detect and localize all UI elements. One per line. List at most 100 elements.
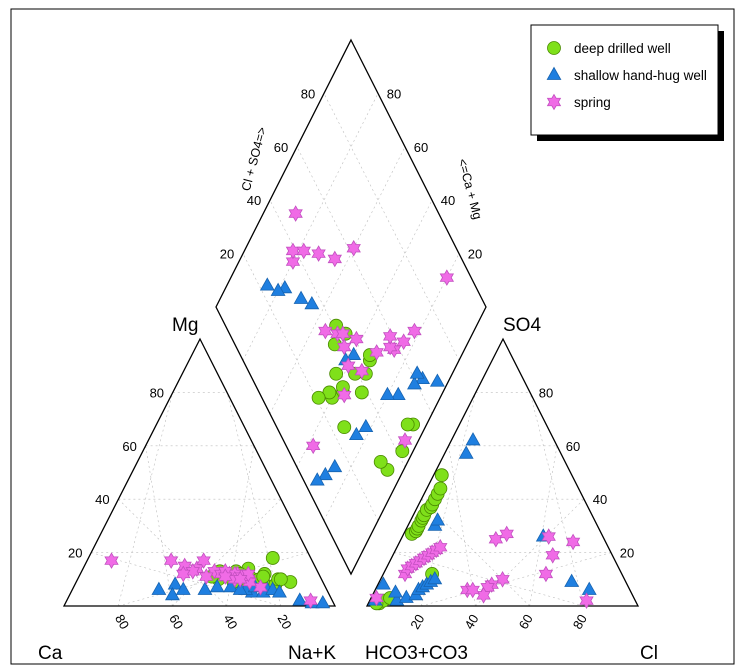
diamond-point-1-2 [407, 376, 422, 390]
cation-point-2-11 [199, 568, 214, 585]
tick-labels: 20 20 20 20 20 20 40 40 40 40 40 40 60 60 60 60 60 60 80 80… [68, 86, 634, 631]
cation-point-2-23 [218, 568, 233, 585]
diamond-point-2-10 [346, 239, 361, 257]
anion-point-2-18 [495, 571, 510, 588]
cation-point-1-5 [209, 578, 225, 593]
diamond-point-0-17 [373, 454, 388, 469]
tick-so4-80: 80 [539, 385, 553, 400]
anion-point-1-10 [427, 570, 443, 585]
tick-diamond-right-40: 40 [441, 193, 455, 208]
legend-label-1: shallow hand-hug well [574, 68, 707, 83]
diamond-point-0-10 [311, 390, 326, 405]
anion-point-1-17 [430, 512, 446, 526]
anion-point-1-3 [388, 584, 403, 598]
anion-grid-b-2 [529, 445, 558, 607]
cation-grid-a-1 [145, 445, 173, 607]
series-1 [151, 277, 597, 609]
diamond-point-1-5 [380, 386, 395, 401]
diamond-point-1-7 [348, 426, 364, 441]
cation-point-1-15 [272, 584, 287, 598]
series-2 [104, 205, 594, 609]
diamond-point-0-15 [400, 417, 415, 432]
corner-label-na-k: Na+K [288, 643, 336, 664]
anion-point-2-23 [465, 581, 480, 599]
diamond-point-1-3 [409, 365, 425, 379]
diamond-point-2-6 [369, 344, 384, 361]
diamond-point-2-22 [337, 338, 352, 356]
corner-label-hco3-co3: HCO3+CO3 [365, 643, 468, 664]
cation-grid-b-1 [172, 498, 282, 607]
diamond-point-2-2 [396, 333, 411, 351]
diamond-point-1-14 [270, 282, 286, 296]
legend-label-0: deep drilled well [574, 41, 671, 56]
cation-point-1-2 [175, 581, 191, 595]
diamond-point-2-8 [337, 386, 352, 404]
data-points [104, 205, 597, 611]
cation-point-1-3 [164, 587, 180, 601]
tick-diamond-left-20: 20 [220, 247, 234, 262]
legend-items: deep drilled well shallow hand-hug well sp… [546, 41, 707, 111]
diamond-axis-left: Cl + SO4=> [239, 125, 270, 192]
anion-point-2-10 [488, 530, 504, 548]
diamond-point-2-23 [349, 330, 364, 348]
diamond-point-2-15 [285, 242, 301, 260]
diamond-point-2-13 [397, 432, 413, 449]
diamond-point-1-0 [429, 373, 445, 387]
diamond-point-2-21 [341, 357, 356, 375]
tick-cl-80: 80 [570, 612, 590, 632]
anion-point-2-17 [565, 533, 581, 551]
anion-point-2-15 [579, 592, 594, 609]
plot-frame [10, 8, 735, 665]
cation-point-2-9 [303, 592, 318, 609]
tick-ca-60: 60 [166, 612, 186, 632]
diamond [215, 38, 487, 576]
diamond-point-2-16 [296, 242, 311, 260]
tick-diamond-right-60: 60 [414, 140, 428, 155]
diamond-point-1-9 [317, 466, 333, 481]
anion-point-1-11 [458, 445, 474, 459]
diamond-point-1-8 [327, 458, 343, 473]
diamond-point-2-4 [382, 338, 398, 356]
anion-point-1-12 [465, 432, 481, 446]
legend-label-2: spring [574, 95, 611, 110]
tick-mg-40: 40 [95, 492, 109, 507]
cation-point-2-4 [196, 552, 211, 569]
tick-ca-80: 80 [112, 612, 132, 632]
diamond-point-1-6 [358, 418, 374, 433]
tick-ca-40: 40 [220, 612, 240, 632]
tick-mg-60: 60 [122, 439, 136, 454]
anion-point-2-12 [538, 565, 554, 583]
cation-point-2-1 [163, 552, 179, 569]
tick-diamond-right-80: 80 [387, 86, 401, 101]
legend-box [530, 24, 719, 136]
diamond-point-0-18 [337, 420, 352, 435]
diamond-point-2-11 [327, 250, 342, 268]
tick-so4-20: 20 [620, 546, 634, 561]
diamond-point-2-1 [407, 322, 422, 340]
cation-point-1-4 [197, 581, 213, 595]
corner-label-ca: Ca [38, 643, 63, 664]
cation-point-1-0 [151, 581, 167, 595]
legend-marker-0 [547, 41, 561, 55]
tick-diamond-left-80: 80 [301, 86, 315, 101]
diamond-point-1-4 [390, 386, 406, 401]
cation-point-1-1 [167, 576, 183, 590]
diamond-point-1-10 [309, 472, 325, 486]
cation-grid-a-0 [117, 392, 174, 607]
anion-point-2-13 [369, 589, 384, 607]
diamond-point-2-12 [311, 245, 326, 262]
diamond-point-2-14 [285, 253, 301, 270]
cation-point-0-17 [256, 569, 271, 584]
corner-label-so4: SO4 [503, 315, 541, 336]
diamond-point-2-17 [288, 205, 303, 222]
anion-point-2-14 [541, 528, 556, 545]
anion-point-2-11 [499, 525, 514, 543]
corner-label-mg: Mg [172, 315, 198, 336]
corner-label-cl: Cl [640, 643, 658, 664]
diamond-point-1-12 [293, 290, 309, 304]
grid-lines [91, 93, 612, 607]
diamond-point-0-0 [354, 385, 369, 400]
cation-point-0-18 [273, 572, 288, 587]
diamond-point-2-18 [318, 322, 333, 340]
